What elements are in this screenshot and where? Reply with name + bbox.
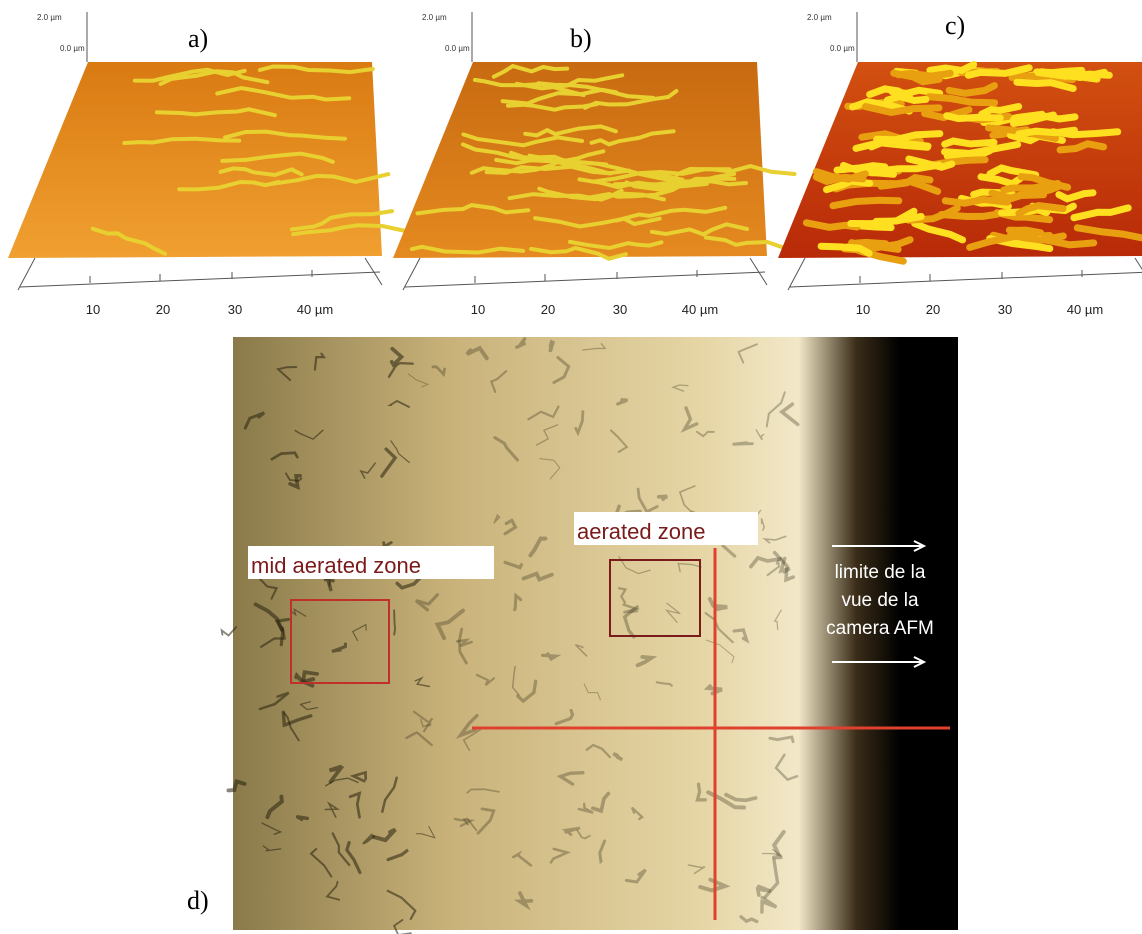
- afm-panel: 2.0 µm 0.0 µm 10 20 30 40 µm c): [778, 11, 1142, 317]
- x-tick-label: 10: [856, 302, 870, 317]
- x-tick-label: 10: [471, 302, 485, 317]
- z-tick-label: 2.0 µm: [37, 13, 62, 22]
- x-tick-label: 40 µm: [682, 302, 718, 317]
- x-tick-label: 20: [926, 302, 940, 317]
- z-tick-label: 2.0 µm: [807, 13, 832, 22]
- x-tick-label: 40 µm: [297, 302, 333, 317]
- x-tick-label: 30: [228, 302, 242, 317]
- afm-panel: 2.0 µm 0.0 µm 10 20 30 40 µm b): [393, 12, 800, 317]
- note: limite de la: [835, 562, 926, 583]
- axis: [403, 258, 420, 290]
- fiber: [550, 342, 552, 350]
- fiber: [1019, 130, 1075, 134]
- fiber: [872, 143, 929, 147]
- z-tick-label: 0.0 µm: [830, 44, 855, 53]
- axis: [750, 258, 767, 285]
- axis: [405, 272, 765, 287]
- z-tick-label: 2.0 µm: [422, 13, 447, 22]
- fiber: [947, 116, 1001, 119]
- x-tick-label: 10: [86, 302, 100, 317]
- x-tick-label: 20: [541, 302, 555, 317]
- panel-label: b): [570, 24, 592, 53]
- fiber: [941, 214, 997, 216]
- fiber: [837, 166, 885, 170]
- z-tick-label: 0.0 µm: [60, 44, 85, 53]
- x-tick-label: 30: [613, 302, 627, 317]
- axis: [790, 272, 1142, 287]
- note: vue de la: [841, 590, 919, 611]
- axis: [788, 258, 805, 290]
- zone-label: mid aerated zone: [251, 553, 421, 578]
- z-tick-label: 0.0 µm: [445, 44, 470, 53]
- x-tick-label: 20: [156, 302, 170, 317]
- axis: [365, 258, 382, 285]
- micrograph: mid aerated zone aerated zone limite de …: [187, 337, 958, 934]
- zone-label: aerated zone: [577, 519, 705, 544]
- fiber: [888, 97, 926, 101]
- fiber: [1013, 115, 1075, 120]
- fiber: [945, 141, 994, 144]
- figure: 2.0 µm0.0 µm10203040 µma)2.0 µm0.0 µm102…: [0, 0, 1142, 934]
- note: camera AFM: [826, 618, 934, 639]
- fiber: [816, 177, 863, 181]
- fiber: [394, 610, 395, 634]
- axis: [20, 272, 380, 287]
- fiber: [298, 817, 308, 820]
- axis: [18, 258, 35, 290]
- fiber: [866, 107, 940, 113]
- panel-label: c): [945, 11, 965, 40]
- panel-label: d): [187, 886, 209, 915]
- x-tick-label: 30: [998, 302, 1012, 317]
- afm-panel: 2.0 µm 0.0 µm 10 20 30 40 µm a): [8, 12, 403, 317]
- x-tick-label: 40 µm: [1067, 302, 1103, 317]
- fiber: [898, 73, 950, 76]
- panel-label: a): [188, 24, 208, 53]
- fiber: [1042, 72, 1110, 77]
- fiber: [1009, 230, 1040, 233]
- axis: [1135, 258, 1142, 285]
- fiber: [945, 199, 1007, 203]
- fiber: [733, 443, 753, 445]
